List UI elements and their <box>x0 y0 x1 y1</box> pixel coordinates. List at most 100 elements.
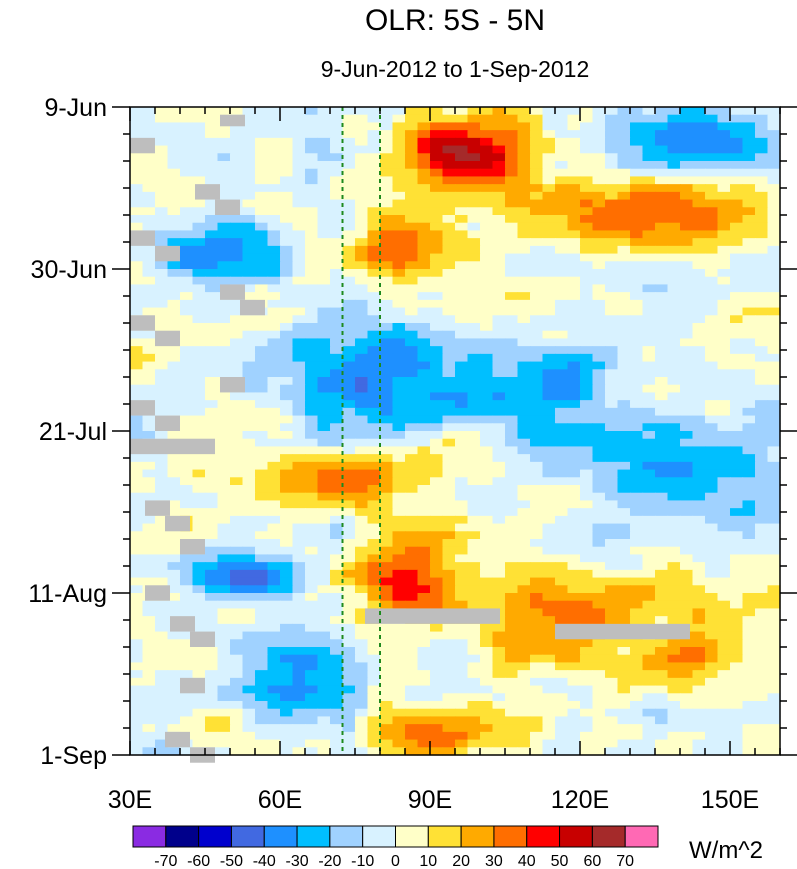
heat-cell <box>555 130 569 139</box>
heat-cell <box>292 377 306 386</box>
heat-cell <box>505 546 519 556</box>
heat-cell <box>642 446 656 455</box>
heat-cell <box>130 207 144 216</box>
heat-cell <box>405 276 419 286</box>
heat-cell <box>467 685 481 694</box>
heat-cell <box>292 431 306 440</box>
heat-cell <box>580 330 594 340</box>
heat-cell <box>517 122 531 131</box>
heat-cell <box>730 492 744 502</box>
heat-cell <box>605 716 619 725</box>
heat-cell <box>767 585 781 594</box>
heat-cell <box>592 647 606 656</box>
heat-cell <box>517 647 531 656</box>
heat-cell <box>655 191 669 201</box>
heat-cell <box>692 569 706 579</box>
heat-cell <box>480 631 494 640</box>
heat-cell <box>355 569 369 579</box>
heat-cell <box>305 492 319 502</box>
heat-cell <box>367 114 381 124</box>
heat-cell <box>367 724 381 733</box>
heat-cell <box>317 400 331 409</box>
heat-cell <box>555 670 569 679</box>
heat-cell <box>180 724 194 733</box>
heat-cell <box>680 670 694 679</box>
heat-cell <box>567 600 581 610</box>
heat-cell <box>280 523 294 532</box>
heat-cell <box>367 469 381 478</box>
missing-data-cell <box>555 623 690 640</box>
heat-cell <box>492 562 506 571</box>
heat-cell <box>705 176 719 185</box>
heat-cell <box>267 477 281 486</box>
heat-cell <box>305 739 319 748</box>
heat-cell <box>280 361 294 370</box>
heat-cell <box>355 500 369 509</box>
heat-cell <box>642 531 656 540</box>
heat-cell <box>555 739 569 748</box>
heat-cell <box>280 500 294 509</box>
heat-cell <box>355 446 369 455</box>
heat-cell <box>392 461 406 471</box>
heat-cell <box>380 562 394 571</box>
heat-cell <box>505 276 519 286</box>
heat-cell <box>705 199 719 208</box>
heat-cell <box>192 338 206 347</box>
heat-cell <box>192 562 206 571</box>
heat-cell <box>167 431 181 440</box>
heat-cell <box>655 446 669 455</box>
heat-cell <box>155 562 169 571</box>
heat-cell <box>505 346 519 355</box>
heat-cell <box>705 485 719 494</box>
heat-cell <box>292 731 306 741</box>
heat-cell <box>455 623 469 633</box>
heat-cell <box>192 361 206 370</box>
heat-cell <box>592 438 606 448</box>
heat-cell <box>492 253 506 262</box>
heat-cell <box>330 137 344 147</box>
heat-cell <box>705 623 719 633</box>
heat-cell <box>217 446 231 455</box>
heat-cell <box>767 145 781 154</box>
heat-cell <box>217 546 231 556</box>
heat-cell <box>317 284 331 293</box>
heat-cell <box>730 261 744 270</box>
heat-cell <box>330 299 344 309</box>
heat-cell <box>580 276 594 286</box>
heat-cell <box>755 361 769 370</box>
heat-cell <box>667 454 681 463</box>
heat-cell <box>530 523 544 532</box>
heat-cell <box>605 346 619 355</box>
heat-cell <box>530 685 544 694</box>
heat-cell <box>680 654 694 664</box>
heat-cell <box>717 654 731 664</box>
heat-cell <box>580 261 594 270</box>
heat-cell <box>305 562 319 571</box>
heat-cell <box>442 407 456 417</box>
heat-cell <box>255 330 269 340</box>
heat-cell <box>692 485 706 494</box>
heat-cell <box>680 407 694 417</box>
heat-cell <box>717 485 731 494</box>
heat-cell <box>180 269 194 278</box>
heat-cell <box>130 677 144 687</box>
heat-cell <box>417 539 431 548</box>
heat-cell <box>205 199 219 208</box>
heat-cell <box>167 539 181 548</box>
heat-cell <box>230 670 244 679</box>
heat-cell <box>355 299 369 309</box>
heat-cell <box>167 485 181 494</box>
heat-cell <box>705 215 719 224</box>
heat-cell <box>755 569 769 579</box>
heat-cell <box>305 145 319 154</box>
missing-data-cell <box>155 415 180 431</box>
heat-cell <box>205 469 219 478</box>
heat-cell <box>767 346 781 355</box>
heat-cell <box>617 523 631 532</box>
heat-cell <box>692 384 706 394</box>
heat-cell <box>430 292 444 301</box>
heat-cell <box>255 137 269 147</box>
heat-cell <box>755 199 769 208</box>
heat-cell <box>267 114 281 124</box>
heat-cell <box>517 299 531 309</box>
